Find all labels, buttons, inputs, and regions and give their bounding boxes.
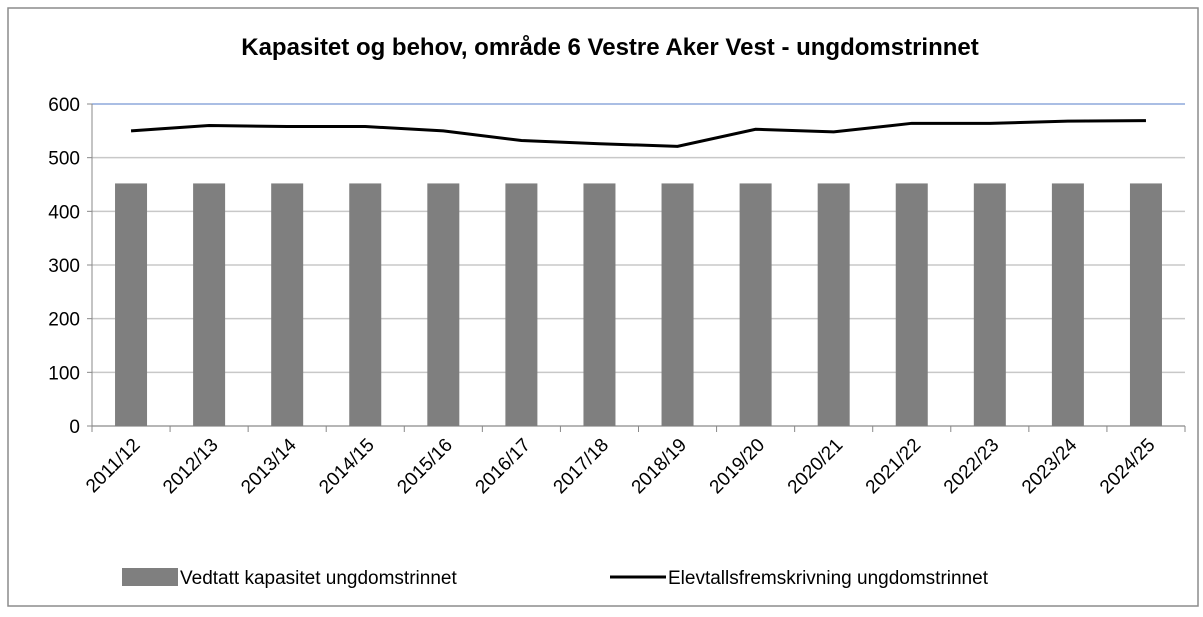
chart-title: Kapasitet og behov, område 6 Vestre Aker… [241,34,979,61]
bar [739,183,772,426]
bar [271,183,304,426]
y-tick-label: 0 [69,417,80,438]
bar [895,183,928,426]
bar [661,183,694,426]
bar [115,183,148,426]
y-tick-label: 400 [48,202,80,223]
line [130,119,1146,148]
y-tick-label: 600 [48,95,80,116]
bar [1129,183,1162,426]
bar [973,183,1006,426]
bar [583,183,616,426]
legend-label: Elevtallsfremskrivning ungdomstrinnet [668,568,989,589]
y-tick-label: 100 [48,363,80,384]
bar [349,183,382,426]
legend-label: Vedtatt kapasitet ungdomstrinnet [180,568,457,589]
bar [1051,183,1084,426]
legend-swatch [122,568,178,586]
bar [193,183,226,426]
bar [427,183,460,426]
y-tick-label: 200 [48,310,80,331]
bar [505,183,538,426]
y-tick-label: 300 [48,256,80,277]
bar [817,183,850,426]
y-tick-label: 500 [48,149,80,170]
